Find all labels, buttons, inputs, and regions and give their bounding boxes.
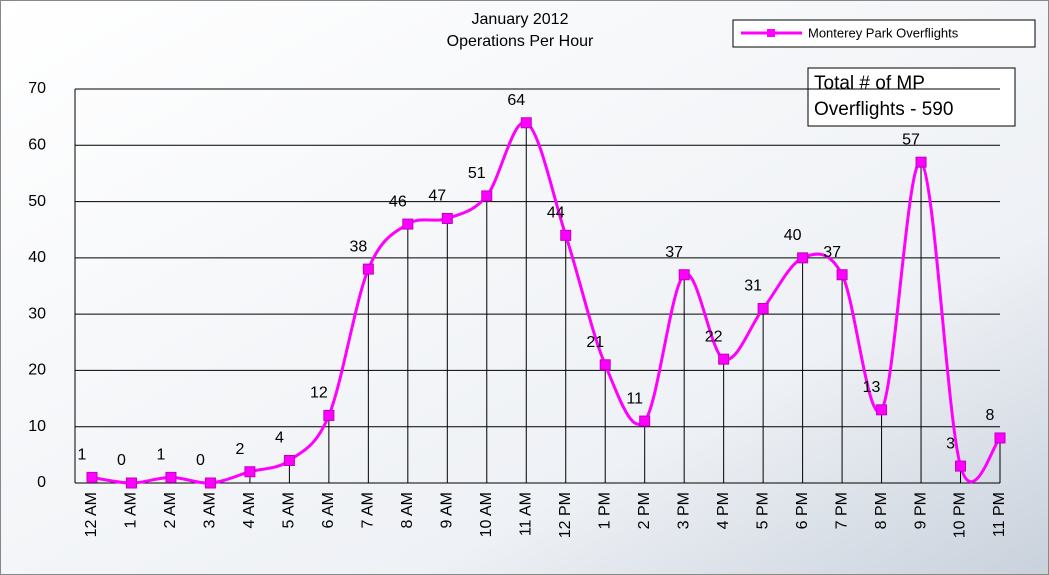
marker: [244, 466, 256, 478]
x-tick-label: 8 AM: [399, 492, 416, 528]
marker: [876, 404, 888, 416]
y-tick-label: 30: [28, 305, 46, 322]
data-label: 11: [626, 390, 643, 407]
marker: [125, 477, 137, 489]
y-tick-label: 0: [37, 474, 46, 491]
legend-label: Monterey Park Overflights: [808, 25, 959, 40]
marker: [402, 218, 414, 230]
y-tick-label: 50: [28, 193, 46, 210]
x-tick-label: 10 AM: [478, 492, 495, 537]
marker: [560, 229, 572, 241]
data-label: 21: [586, 334, 604, 351]
data-label: 1: [78, 447, 87, 464]
marker: [915, 156, 927, 168]
legend-marker: [767, 29, 775, 37]
data-label: 2: [235, 441, 244, 458]
x-tick-label: 2 PM: [636, 492, 653, 529]
y-tick-label: 40: [28, 249, 46, 266]
y-tick-label: 10: [28, 418, 46, 435]
data-label: 13: [863, 379, 881, 396]
x-tick-label: 6 PM: [794, 492, 811, 529]
marker: [86, 471, 98, 483]
data-label: 51: [468, 165, 486, 182]
marker: [599, 359, 611, 371]
data-label: 38: [349, 238, 367, 255]
marker: [757, 303, 769, 315]
x-tick-label: 5 AM: [281, 492, 298, 528]
data-label: 0: [196, 452, 205, 469]
data-label: 37: [665, 244, 683, 261]
marker: [955, 460, 967, 472]
annotation: Total # of MP: [814, 73, 925, 94]
data-label: 0: [117, 452, 126, 469]
x-tick-label: 12 PM: [557, 492, 574, 538]
x-tick-label: 11 AM: [517, 492, 534, 536]
x-tick-label: 1 PM: [596, 492, 613, 529]
x-tick-label: 1 AM: [123, 492, 140, 528]
marker: [165, 471, 177, 483]
marker: [204, 477, 216, 489]
annotation: Overflights - 590: [814, 99, 953, 120]
x-tick-label: 9 AM: [439, 492, 456, 528]
y-tick-label: 70: [28, 80, 46, 97]
x-tick-label: 11 PM: [991, 492, 1008, 537]
x-tick-label: 5 PM: [754, 492, 771, 529]
data-label: 12: [310, 385, 328, 402]
data-label: 47: [428, 188, 446, 205]
annotation-box: [807, 67, 1016, 127]
data-label: 37: [823, 244, 841, 261]
x-tick-label: 6 AM: [320, 492, 337, 528]
x-tick-label: 3 PM: [675, 492, 692, 529]
marker: [718, 353, 730, 365]
x-tick-label: 2 AM: [162, 492, 179, 528]
marker: [441, 212, 453, 224]
data-label: 64: [507, 92, 525, 109]
x-tick-label: 8 PM: [873, 492, 890, 529]
marker: [678, 269, 690, 281]
data-label: 40: [784, 227, 802, 244]
chart-title: January 2012: [472, 11, 569, 28]
x-tick-label: 3 AM: [202, 492, 219, 528]
marker: [323, 409, 335, 421]
x-tick-label: 4 PM: [715, 492, 732, 529]
marker: [639, 415, 651, 427]
x-tick-label: 9 PM: [912, 492, 929, 529]
data-label: 46: [389, 193, 407, 210]
data-label: 22: [705, 328, 723, 345]
data-label: 57: [902, 131, 920, 148]
data-label: 1: [157, 447, 166, 464]
x-tick-label: 4 AM: [241, 492, 258, 528]
y-tick-label: 60: [28, 137, 46, 154]
data-label: 31: [744, 278, 762, 295]
x-tick-label: 10 PM: [952, 492, 969, 538]
marker: [994, 432, 1006, 444]
x-tick-label: 12 AM: [83, 492, 100, 537]
marker: [797, 252, 809, 264]
marker: [362, 263, 374, 275]
marker: [836, 269, 848, 281]
x-tick-label: 7 PM: [833, 492, 850, 529]
chart-subtitle: Operations Per Hour: [447, 33, 594, 50]
data-label: 44: [547, 205, 565, 222]
marker: [481, 190, 493, 202]
data-label: 8: [986, 407, 995, 424]
y-tick-label: 20: [28, 362, 46, 379]
data-label: 3: [946, 435, 955, 452]
x-tick-label: 7 AM: [360, 492, 377, 528]
marker: [283, 454, 295, 466]
marker: [520, 117, 532, 129]
data-label: 4: [275, 430, 284, 447]
